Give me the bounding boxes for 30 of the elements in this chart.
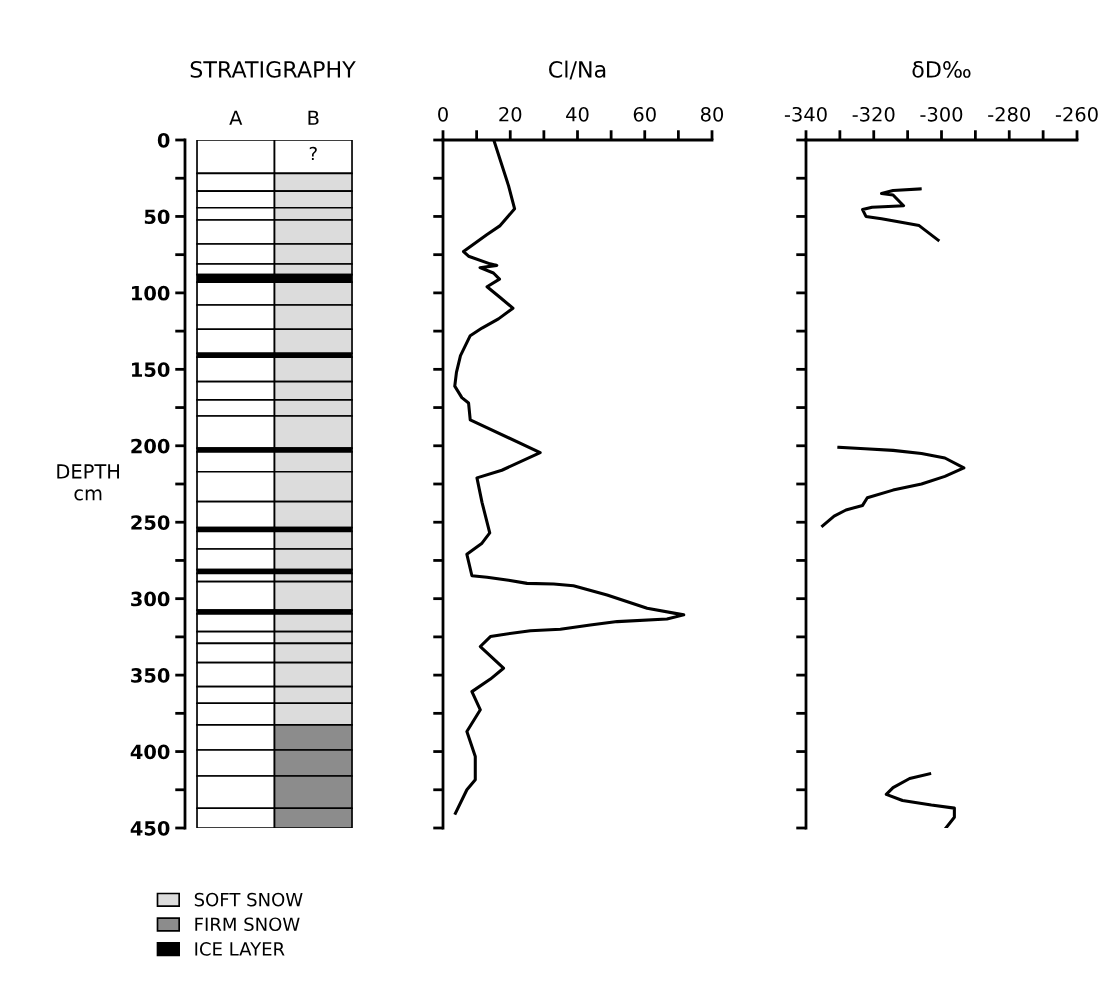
chart-title: STRATIGRAPHY [190, 61, 356, 78]
x-tick-label: -260 [1055, 106, 1098, 122]
x-tick-label: 60 [633, 106, 656, 122]
x-tick-label: -340 [784, 106, 827, 122]
y-tick-label: 200 [131, 438, 170, 454]
y-tick-label: 50 [144, 209, 170, 225]
x-tick-label: -280 [988, 106, 1031, 122]
y-tick-label: 450 [130, 820, 170, 836]
x-tick-label: A [229, 110, 243, 125]
chart-title: δD‰ [912, 61, 971, 78]
legend-label: FIRM SNOW [195, 917, 300, 932]
annotation: ? [309, 146, 317, 161]
x-tick-label: -320 [852, 106, 895, 122]
x-tick-label: -300 [920, 106, 963, 122]
x-tick-label: 20 [499, 106, 522, 122]
y-tick-label: 0 [157, 132, 170, 148]
x-tick-label: B [308, 110, 319, 125]
y-tick-label: 150 [132, 362, 170, 377]
y-tick-label: 100 [132, 285, 170, 301]
y-tick-label: 400 [130, 744, 170, 760]
y-tick-label: 350 [131, 668, 170, 683]
legend-label: ICE LAYER [195, 942, 285, 956]
y-axis-title: DEPTH cm [57, 464, 119, 501]
x-tick-label: 40 [566, 106, 589, 122]
y-tick-label: 300 [131, 591, 170, 607]
legend-label: SOFT SNOW [194, 892, 303, 907]
chart-title: Cl/Na [549, 60, 606, 80]
x-tick-label: 0 [438, 106, 448, 122]
y-tick-label: 250 [131, 515, 170, 530]
x-tick-label: 80 [700, 106, 724, 122]
